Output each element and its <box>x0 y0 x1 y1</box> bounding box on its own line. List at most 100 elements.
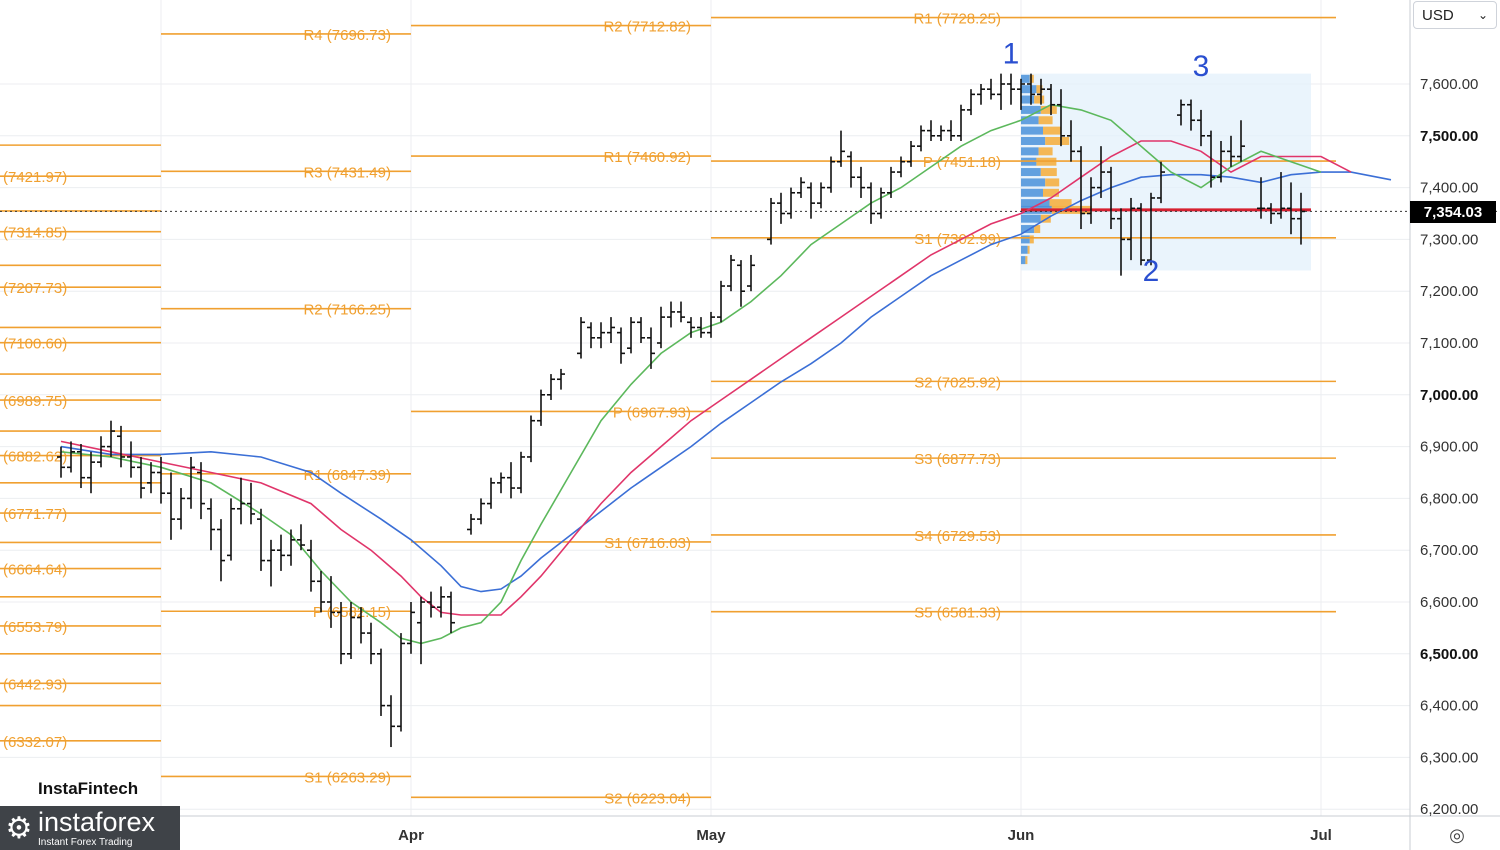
ohlc-bar <box>67 441 75 473</box>
ohlc-bar <box>1047 84 1055 116</box>
y-tick-label: 6,500.00 <box>1420 646 1478 663</box>
ohlc-bar <box>357 607 365 644</box>
ohlc-bar <box>1187 99 1195 131</box>
y-tick-label: 7,100.00 <box>1420 335 1478 352</box>
ohlc-bar <box>597 322 605 349</box>
ohlc-bar <box>517 451 525 494</box>
ohlc-bar <box>557 368 565 390</box>
ohlc-bar <box>1177 99 1185 126</box>
ohlc-bar <box>887 166 895 198</box>
wave-label-2: 2 <box>1143 255 1160 288</box>
pivot-label: P (6967.93) <box>613 404 691 421</box>
currency-select[interactable]: USD ⌄ <box>1413 1 1497 29</box>
ohlc-bar <box>917 125 925 152</box>
ohlc-bar <box>207 498 215 551</box>
ohlc-bar <box>1207 130 1215 188</box>
ohlc-bar <box>717 280 725 323</box>
pivot-label: (6553.79) <box>3 619 67 636</box>
pivot-label: R1 (7460.92) <box>603 149 691 166</box>
ohlc-bar <box>977 84 985 105</box>
ohlc-bar <box>927 120 935 141</box>
ohlc-bar <box>667 301 675 328</box>
ohlc-bar <box>947 120 955 141</box>
volume-row-sell <box>1040 105 1057 114</box>
ohlc-bar <box>777 192 785 224</box>
ohlc-bar <box>447 591 455 634</box>
ohlc-bar <box>507 462 515 499</box>
ohlc-bar <box>327 576 335 628</box>
ohlc-bar <box>737 260 745 307</box>
volume-row-sell <box>1036 85 1043 94</box>
ohlc-bar <box>1287 182 1295 235</box>
ohlc-bar <box>837 130 845 167</box>
volume-row-buy <box>1021 256 1026 265</box>
y-tick-label: 6,200.00 <box>1420 801 1478 818</box>
ohlc-bar <box>77 444 85 489</box>
pivot-label: (7314.85) <box>3 225 67 242</box>
y-tick-label: 6,700.00 <box>1420 542 1478 559</box>
ohlc-bar <box>767 197 775 245</box>
ohlc-bar <box>57 446 65 478</box>
ohlc-bar <box>677 301 685 323</box>
volume-row-sell <box>1049 199 1072 208</box>
ohlc-bar <box>1077 146 1085 230</box>
y-tick-label: 7,500.00 <box>1420 128 1478 145</box>
pivot-levels: R4 (7696.73) R3 (7431.49) R2 (7166.25) R1 (… <box>0 11 1336 807</box>
volume-row-sell <box>1045 136 1070 145</box>
gear-icon: ⚙ <box>5 811 33 845</box>
ohlc-bar <box>707 311 715 338</box>
ohlc-bar <box>827 156 835 193</box>
ohlc-bar <box>727 254 735 292</box>
y-tick-label: 7,300.00 <box>1420 231 1478 248</box>
pivot-label: R2 (7166.25) <box>303 302 391 319</box>
y-tick-label: 6,300.00 <box>1420 749 1478 766</box>
volume-row-sell <box>1040 168 1057 177</box>
ohlc-bar <box>1267 203 1275 224</box>
volume-row-sell <box>1038 116 1053 125</box>
ohlc-bar <box>1237 120 1245 162</box>
ohlc-bar <box>277 534 285 571</box>
ohlc-bar <box>697 317 705 338</box>
pivot-label: S3 (6877.73) <box>914 451 1001 468</box>
x-tick-label: Jun <box>1008 827 1035 844</box>
ohlc-bar <box>307 539 315 592</box>
pivot-label: (6442.93) <box>3 676 67 693</box>
settings-target-icon[interactable]: ◎ <box>1449 824 1465 845</box>
volume-row-buy <box>1021 214 1041 223</box>
pivot-label: R1 (6847.39) <box>303 467 391 484</box>
ohlc-bar <box>87 451 95 494</box>
ohlc-bar <box>807 182 815 219</box>
y-tick-label: 6,900.00 <box>1420 439 1478 456</box>
ohlc-bar <box>607 317 615 343</box>
ohlc-bar <box>1007 73 1015 105</box>
volume-row-sell <box>1034 95 1045 104</box>
pivot-label: (7207.73) <box>3 280 67 297</box>
pivot-label: (7100.60) <box>3 336 67 353</box>
pivot-label: (7421.97) <box>3 169 67 186</box>
ohlc-bar <box>1087 177 1095 224</box>
x-tick-label: Apr <box>398 827 424 844</box>
ohlc-bar <box>867 182 875 224</box>
ohlc-bar <box>587 322 595 349</box>
ohlc-bar <box>137 456 145 499</box>
ohlc-bar <box>877 187 885 219</box>
wave-labels: 1 2 3 <box>1003 37 1210 288</box>
ohlc-bar <box>897 156 905 178</box>
wave-label-3: 3 <box>1193 50 1210 83</box>
ma-line-slow <box>60 171 1392 593</box>
ohlc-bar <box>167 472 175 540</box>
ohlc-bar <box>367 622 375 665</box>
ohlc-bar <box>957 104 965 141</box>
y-tick-label: 7,000.00 <box>1420 387 1478 404</box>
y-tick-label: 7,400.00 <box>1420 180 1478 197</box>
volume-row-sell <box>1043 188 1059 197</box>
ohlc-bar <box>317 570 325 613</box>
ohlc-bar <box>237 477 245 525</box>
wave-label-1: 1 <box>1003 37 1020 70</box>
volume-row-sell <box>1034 225 1041 234</box>
volume-row-sell <box>1029 235 1034 244</box>
volume-row-buy <box>1021 85 1037 94</box>
ohlc-bar <box>527 415 535 463</box>
ohlc-bar <box>267 539 275 587</box>
